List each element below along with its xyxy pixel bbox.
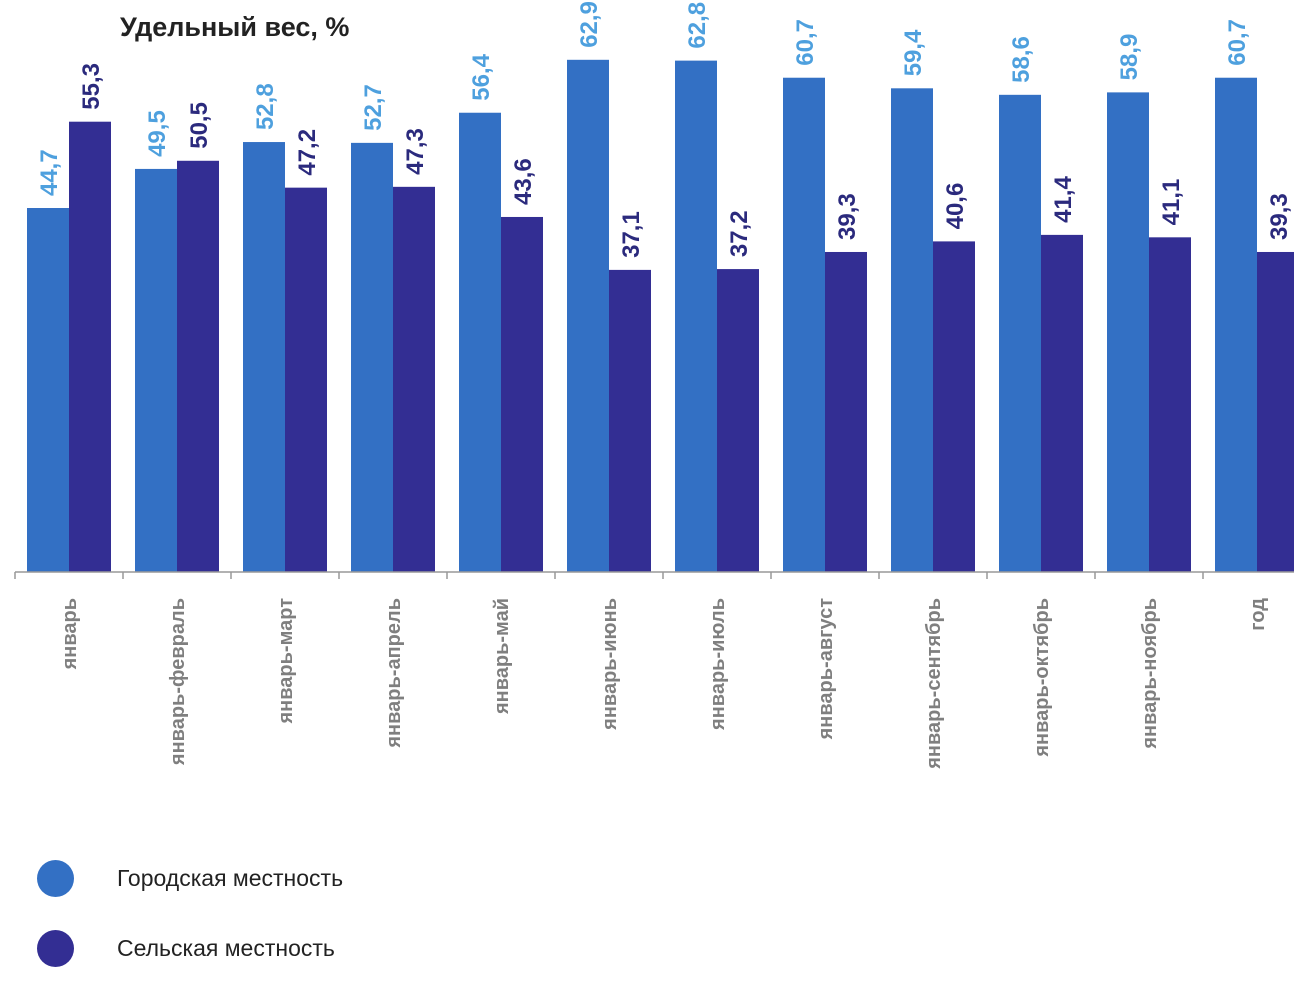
x-tick-label: январь-май bbox=[491, 598, 513, 715]
data-label-urban: 52,8 bbox=[252, 83, 279, 130]
x-tick-label: январь bbox=[59, 598, 81, 670]
data-label-rural: 47,3 bbox=[402, 128, 429, 175]
data-label-rural: 41,1 bbox=[1158, 179, 1185, 226]
bar-urban bbox=[1215, 77, 1257, 572]
x-tick-label: год bbox=[1247, 598, 1269, 631]
bar-urban bbox=[567, 59, 609, 573]
data-label-rural: 39,3 bbox=[1266, 193, 1293, 240]
data-label-urban: 58,9 bbox=[1116, 34, 1143, 81]
bar-urban bbox=[675, 60, 717, 572]
data-label-urban: 62,8 bbox=[684, 2, 711, 49]
bar-urban bbox=[783, 77, 825, 572]
bar-urban bbox=[999, 94, 1041, 573]
bar-rural bbox=[933, 241, 975, 572]
legend-label-rural: Сельская местность bbox=[117, 934, 335, 961]
legend-item-urban: Городская местность bbox=[37, 858, 343, 898]
bar-rural bbox=[717, 269, 759, 572]
chart-legend: Городская местность Сельская местность bbox=[37, 858, 343, 998]
data-label-urban: 56,4 bbox=[468, 53, 495, 100]
bar-rural bbox=[609, 269, 651, 572]
data-label-rural: 40,6 bbox=[942, 183, 969, 230]
bar-rural bbox=[1257, 251, 1294, 572]
data-label-rural: 55,3 bbox=[78, 63, 105, 110]
legend-label-urban: Городская местность bbox=[117, 864, 344, 891]
x-tick-label: январь-июль bbox=[707, 598, 729, 731]
data-label-rural: 41,4 bbox=[1050, 176, 1077, 223]
bar-urban bbox=[891, 88, 933, 573]
x-tick-label: январь-июнь bbox=[599, 598, 621, 731]
bar-rural bbox=[1149, 237, 1191, 572]
data-label-rural: 37,1 bbox=[618, 211, 645, 258]
bar-rural bbox=[1041, 234, 1083, 572]
bar-rural bbox=[393, 186, 435, 572]
legend-item-rural: Сельская местность bbox=[37, 928, 343, 968]
bar-rural bbox=[69, 121, 111, 572]
data-label-urban: 60,7 bbox=[1224, 19, 1251, 66]
bar-rural bbox=[177, 160, 219, 572]
data-label-rural: 43,6 bbox=[510, 158, 537, 205]
bars-layer: 44,7 55,3 49,5 50,5 52,8 47,2 52,7 47,3 56,4 43,6… bbox=[27, 1, 1294, 573]
x-tick-label: январь-август bbox=[815, 598, 837, 741]
x-tick-label: январь-март bbox=[275, 598, 297, 725]
x-tick-label: январь-сентябрь bbox=[923, 598, 945, 770]
bar-chart: Удельный вес, % 44,7 55,3 49,5 50,5 52,8 47,2… bbox=[14, 1, 1294, 770]
bar-urban bbox=[243, 142, 285, 572]
bar-rural bbox=[825, 251, 867, 572]
bar-urban bbox=[459, 112, 501, 572]
data-label-urban: 49,5 bbox=[144, 110, 171, 157]
data-label-rural: 37,2 bbox=[726, 210, 753, 257]
data-label-rural: 39,3 bbox=[834, 193, 861, 240]
x-tick-label: январь-февраль bbox=[167, 598, 189, 766]
bar-urban bbox=[351, 142, 393, 573]
data-label-urban: 58,6 bbox=[1008, 36, 1035, 83]
legend-marker-urban bbox=[37, 859, 74, 897]
chart-title: Удельный вес, % bbox=[120, 12, 349, 42]
bar-rural bbox=[501, 216, 543, 572]
x-tick-label: январь-ноябрь bbox=[1139, 598, 1161, 750]
data-label-urban: 59,4 bbox=[900, 29, 927, 76]
bar-rural bbox=[285, 187, 327, 573]
x-axis: январь январь-февраль январь-март январь-ап… bbox=[14, 571, 1294, 770]
x-tick-label: январь-апрель bbox=[383, 598, 405, 749]
data-label-urban: 60,7 bbox=[792, 19, 819, 66]
data-label-rural: 47,2 bbox=[294, 129, 321, 176]
data-label-urban: 44,7 bbox=[36, 149, 63, 196]
bar-urban bbox=[1107, 92, 1149, 573]
data-label-rural: 50,5 bbox=[186, 102, 213, 149]
data-label-urban: 62,9 bbox=[576, 1, 603, 48]
bar-urban bbox=[27, 208, 69, 572]
x-tick-label: январь-октябрь bbox=[1031, 598, 1053, 758]
data-label-urban: 52,7 bbox=[360, 84, 387, 131]
legend-marker-rural bbox=[37, 929, 74, 967]
bar-urban bbox=[135, 168, 177, 572]
